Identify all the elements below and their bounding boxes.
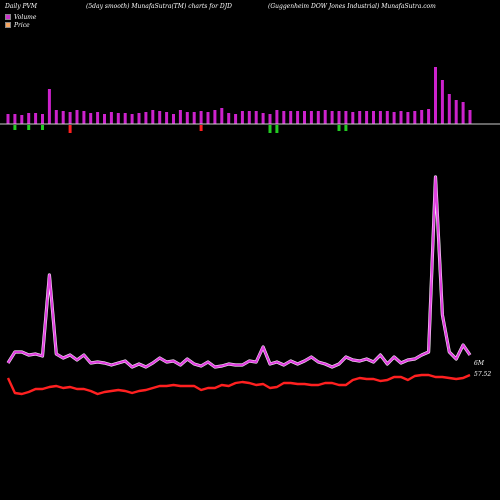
- volume-bar: [413, 111, 417, 124]
- volume-bar: [454, 100, 458, 124]
- volume-bar: [185, 112, 189, 124]
- price-end-label: 57.52: [474, 371, 491, 378]
- volume-bar-down: [275, 125, 279, 133]
- volume-bar: [192, 112, 196, 124]
- volume-bar: [227, 113, 231, 124]
- volume-bar: [385, 111, 389, 124]
- volume-bar: [330, 111, 334, 124]
- volume-bar: [172, 114, 175, 124]
- volume-bar: [130, 114, 134, 124]
- volume-bar: [68, 112, 72, 124]
- volume-bar: [27, 113, 31, 124]
- volume-bar: [220, 108, 224, 124]
- volume-bar: [213, 110, 217, 124]
- volume-bar: [303, 111, 306, 124]
- volume-bar: [447, 94, 451, 124]
- volume-bar: [372, 111, 375, 124]
- volume-bar: [365, 111, 369, 124]
- volume-bar: [96, 112, 100, 124]
- volume-bar: [165, 112, 169, 124]
- volume-bar: [123, 113, 127, 124]
- volume-bar: [34, 113, 38, 124]
- volume-bar-down: [199, 125, 203, 131]
- volume-bar: [82, 111, 86, 124]
- chart-header-left: Daily PVM: [5, 3, 38, 10]
- legend-item-price: Price: [5, 21, 36, 29]
- volume-bar: [344, 111, 348, 124]
- volume-bar: [420, 110, 424, 124]
- volume-bar: [378, 111, 382, 124]
- volume-bar: [358, 111, 362, 124]
- volume-line-halo: [6, 175, 472, 369]
- volume-bar-down: [68, 125, 72, 133]
- volume-bar: [13, 114, 17, 124]
- legend: Volume Price: [5, 13, 36, 29]
- volume-bar: [337, 111, 341, 124]
- chart-header-title: (5day smooth) MunafaSutra(TM) charts for…: [86, 3, 232, 10]
- volume-bar: [47, 89, 51, 124]
- volume-bar-down: [268, 125, 272, 133]
- volume-bar: [434, 67, 437, 124]
- volume-bar: [137, 113, 141, 124]
- volume-bar: [151, 110, 155, 124]
- legend-swatch-volume: [5, 14, 11, 20]
- volume-bar: [247, 111, 251, 124]
- volume-bar: [178, 110, 182, 124]
- volume-line: [7, 175, 471, 369]
- volume-bar: [54, 110, 58, 124]
- volume-bar: [6, 114, 10, 124]
- volume-bar: [275, 110, 279, 124]
- volume-bar: [75, 110, 79, 124]
- legend-label-volume: Volume: [14, 13, 37, 21]
- volume-bar: [282, 111, 286, 124]
- volume-bar: [351, 112, 355, 124]
- volume-bar: [61, 111, 65, 124]
- volume-series: [6, 175, 472, 369]
- chart-header-source: (Guggenheim DOW Jones Industrial) Munafa…: [268, 3, 436, 10]
- volume-bar: [406, 112, 410, 124]
- volume-bar-down: [344, 125, 348, 131]
- volume-bar: [440, 80, 444, 124]
- volume-bar: [89, 113, 93, 124]
- price-series: [6, 373, 471, 396]
- volume-bar: [289, 111, 293, 124]
- price-line: [6, 373, 471, 396]
- volume-bar-down: [41, 125, 44, 130]
- volume-bar: [254, 111, 258, 124]
- volume-bar: [116, 113, 120, 124]
- volume-bar: [461, 102, 465, 124]
- volume-bar-down: [337, 125, 341, 131]
- volume-bar: [296, 111, 300, 124]
- volume-end-label: 6M: [474, 360, 485, 367]
- volume-bar: [261, 113, 265, 124]
- volume-bar: [468, 110, 472, 124]
- volume-bar: [399, 111, 403, 124]
- volume-bar-down: [13, 125, 17, 130]
- volume-bar: [109, 112, 113, 124]
- volume-bar: [206, 112, 210, 124]
- volume-bar: [309, 111, 313, 124]
- volume-bar: [144, 112, 148, 124]
- volume-bar: [103, 114, 106, 124]
- volume-bar: [199, 111, 203, 124]
- volume-bar-down: [27, 125, 31, 130]
- volume-bar: [234, 114, 238, 124]
- volume-bar: [268, 114, 272, 124]
- volume-bar: [392, 112, 396, 124]
- volume-bar: [20, 115, 24, 124]
- volume-bar: [316, 111, 320, 124]
- volume-bar: [323, 110, 327, 124]
- volume-bar: [158, 111, 162, 124]
- volume-bar: [427, 109, 431, 124]
- legend-swatch-price: [5, 22, 11, 28]
- volume-bars: [6, 67, 472, 133]
- volume-bar: [240, 111, 244, 124]
- volume-bar: [41, 114, 44, 124]
- legend-item-volume: Volume: [5, 13, 36, 21]
- legend-label-price: Price: [14, 21, 30, 29]
